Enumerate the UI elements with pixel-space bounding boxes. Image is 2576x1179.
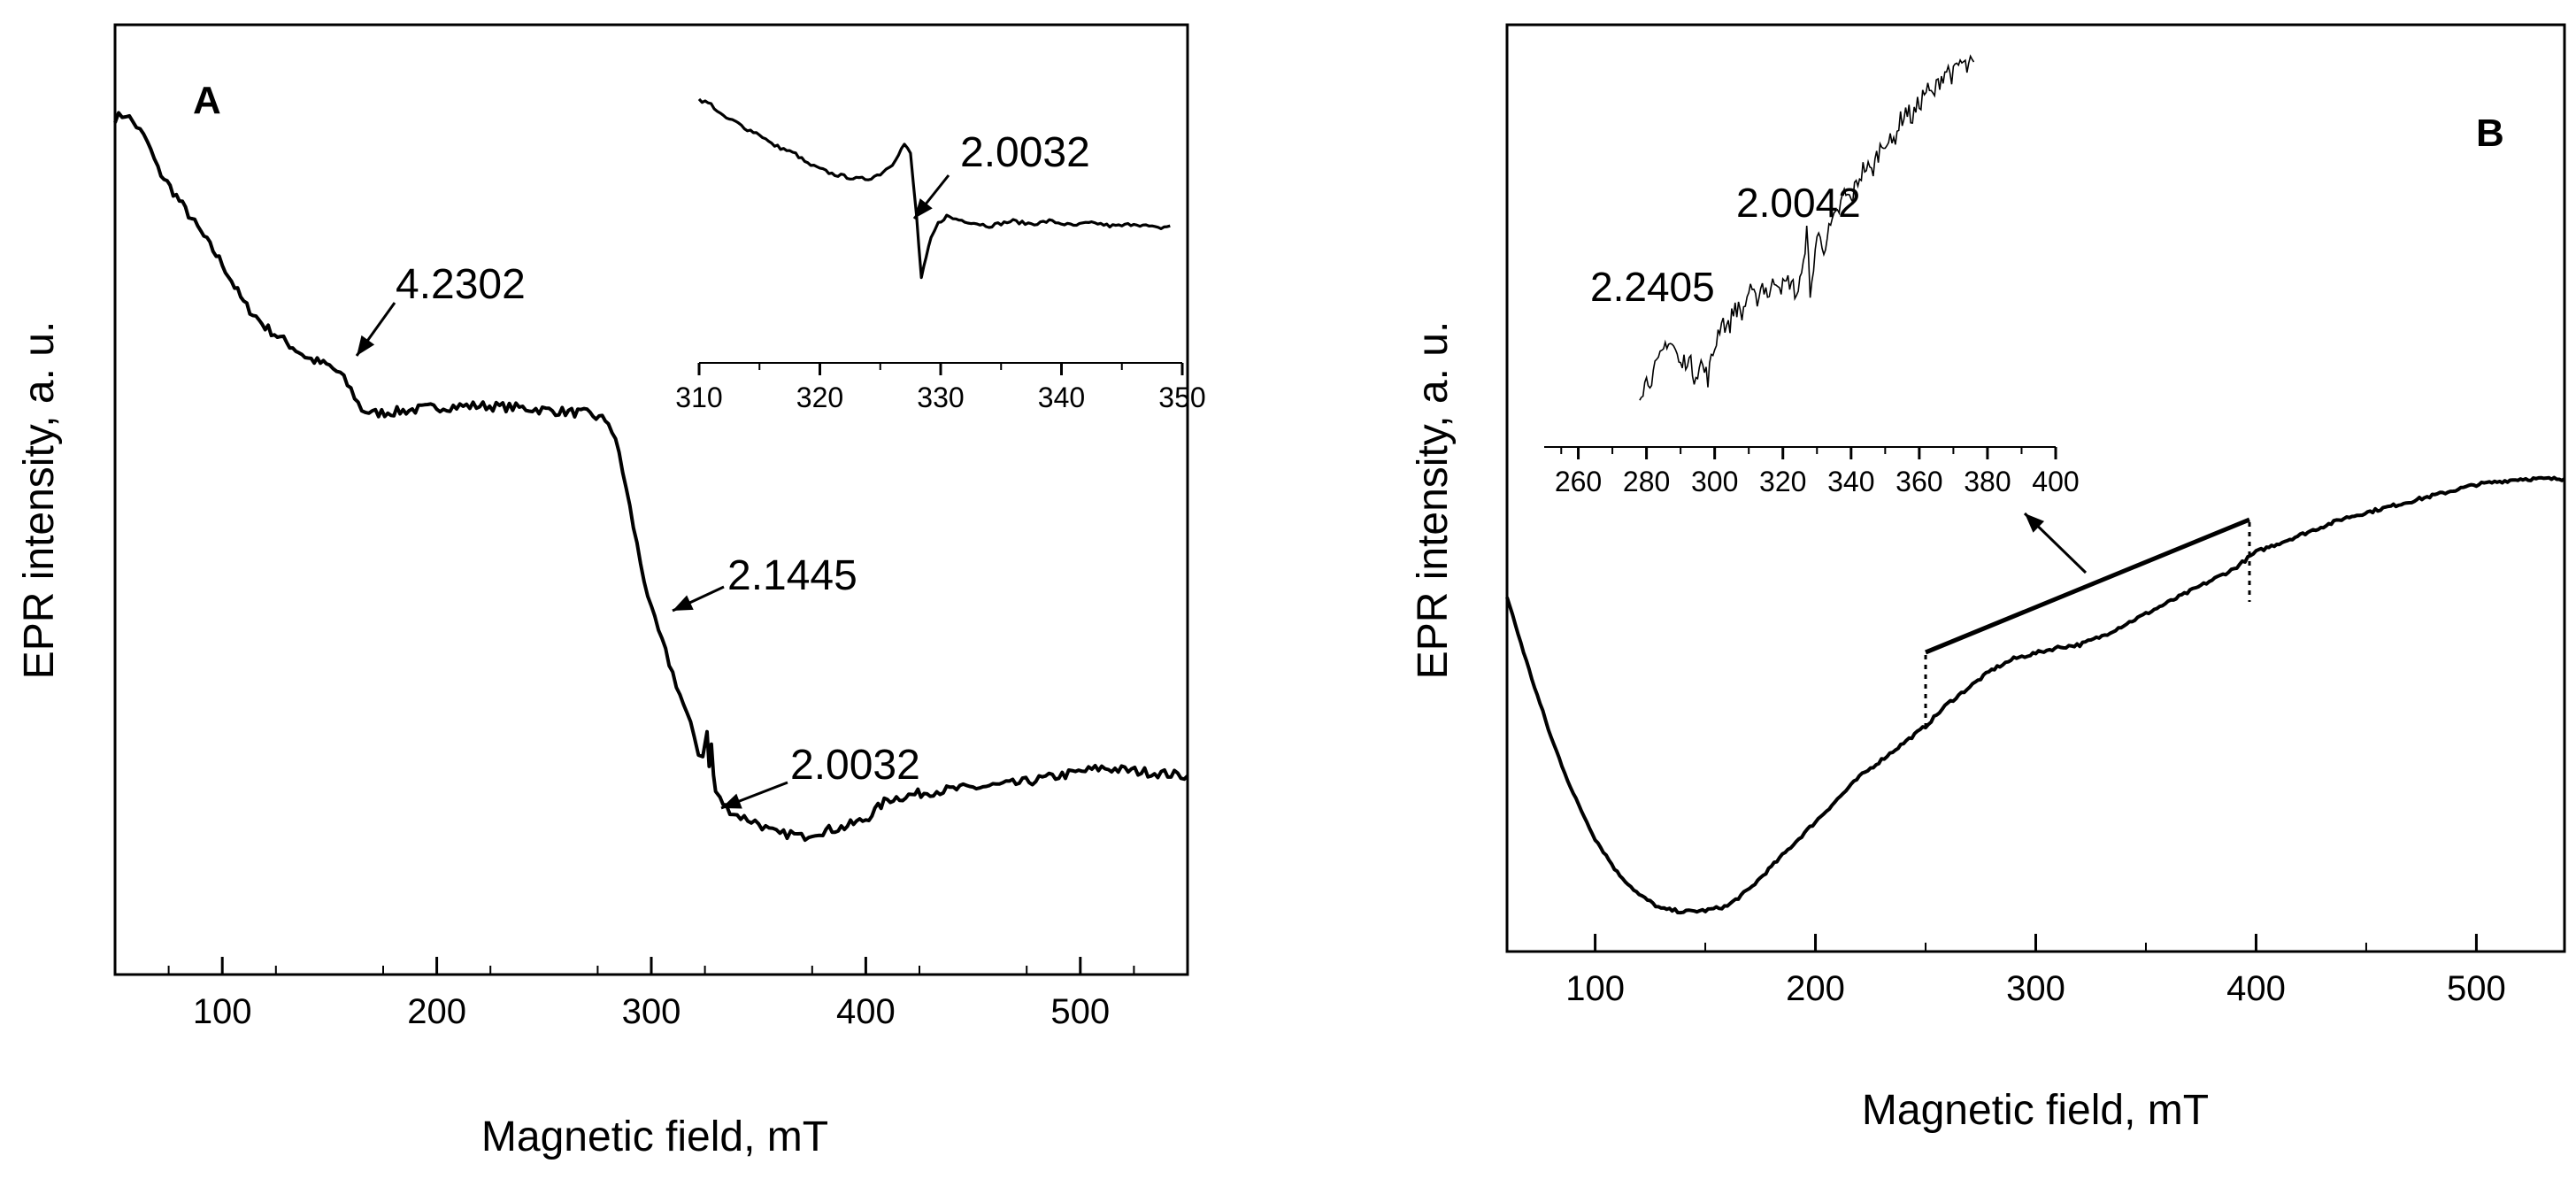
panel-a-inset: 310 320 330 340 350 2.0032 [675, 97, 1206, 413]
panel-b-inset: 260 280 300 320 340 360 380 400 2.2405 2.0042 [1544, 54, 2080, 497]
panel-a-x-tick-label: 500 [1050, 992, 1110, 1031]
panel-b-inset-x-tick-label: 300 [1691, 466, 1738, 497]
panel-a-inset-arrow-head [914, 198, 933, 219]
panel-a-spectrum-line [113, 111, 1189, 843]
panel-a-arrow-g1 [355, 302, 396, 357]
panel-b-inset-x-tick-label: 360 [1895, 466, 1942, 497]
panel-b-x-tick-label: 100 [1565, 969, 1625, 1008]
panel-a-x-tick-label: 100 [193, 992, 252, 1031]
panel-b-inset-label-g2: 2.0042 [1736, 180, 1861, 226]
panel-a-ylabel: EPR intensity, a. u. [16, 321, 63, 680]
panel-b-inset-x-tick-label: 340 [1827, 466, 1874, 497]
panel-b-inset-x-tick-label: 320 [1759, 466, 1806, 497]
panel-b-xlabel: Magnetic field, mT [1862, 1087, 2209, 1134]
panel-a-annotation-g2: 2.1445 [727, 552, 857, 599]
panel-b-arrow-to-inset [2023, 512, 2088, 574]
panel-a-annotation-g1: 4.2302 [396, 261, 526, 308]
panel-b-arrow-to-inset-head [2025, 513, 2045, 533]
panel-b-inset-x-tick-label: 260 [1555, 466, 1602, 497]
panel-b-x-tick-label: 400 [2226, 969, 2286, 1008]
panel-b-x-tick-label: 200 [1786, 969, 1845, 1008]
panel-a-inset-annotation: 2.0032 [960, 129, 1090, 176]
panel-b-letter: B [2476, 112, 2504, 155]
panel-a-inset-x-tick-label: 310 [675, 381, 722, 413]
panel-a-inset-arrow [912, 174, 950, 220]
panel-b-x-tick-label: 300 [2006, 969, 2065, 1008]
panel-b-inset-x-tick-label: 280 [1623, 466, 1670, 497]
panel-a-inset-x-tick-label: 320 [796, 381, 843, 413]
panel-b-inset-label-g1: 2.2405 [1590, 264, 1715, 310]
panel-a-inset-x-tick-label: 340 [1038, 381, 1085, 413]
panel-a-arrow-g3-head [721, 793, 742, 809]
panel-b-selection-marker [1924, 512, 2251, 730]
panel-a-arrow-g3 [720, 781, 788, 810]
panel-b-x-tick-label: 500 [2447, 969, 2506, 1008]
panel-a-letter: A [193, 79, 221, 122]
panel-a-arrow-g2 [672, 585, 725, 613]
panel-a-inset-x-tick-label: 350 [1158, 381, 1205, 413]
panel-b-inset-spectrum-line [1639, 54, 1975, 401]
panel-a-arrow-g2-head [673, 595, 694, 611]
panel-a: 100 200 300 400 500 4.2302 2.1445 2.0032 A Mag… [16, 23, 1206, 1160]
panel-b-selection-bar [1925, 517, 2250, 655]
panel-a-annotation-g3: 2.0032 [790, 742, 920, 789]
panel-a-x-tick-label: 300 [622, 992, 681, 1031]
panel-a-inset-spectrum-line [697, 97, 1171, 280]
panel-a-xlabel: Magnetic field, mT [481, 1114, 828, 1160]
panel-a-arrow-g1-head [357, 335, 375, 356]
panel-b: 100 200 300 400 500 B Magnetic field, mT EPR… [1410, 23, 2566, 1134]
panel-a-x-tick-label: 200 [407, 992, 466, 1031]
panel-b-inset-x-tick-label: 400 [2032, 466, 2079, 497]
panel-a-x-tick-label: 400 [836, 992, 896, 1031]
panel-b-inset-x-tick-label: 380 [1964, 466, 2011, 497]
panel-b-ylabel: EPR intensity, a. u. [1410, 321, 1457, 680]
panel-b-spectrum-line [1505, 475, 2566, 915]
panel-a-inset-x-tick-label: 330 [917, 381, 964, 413]
